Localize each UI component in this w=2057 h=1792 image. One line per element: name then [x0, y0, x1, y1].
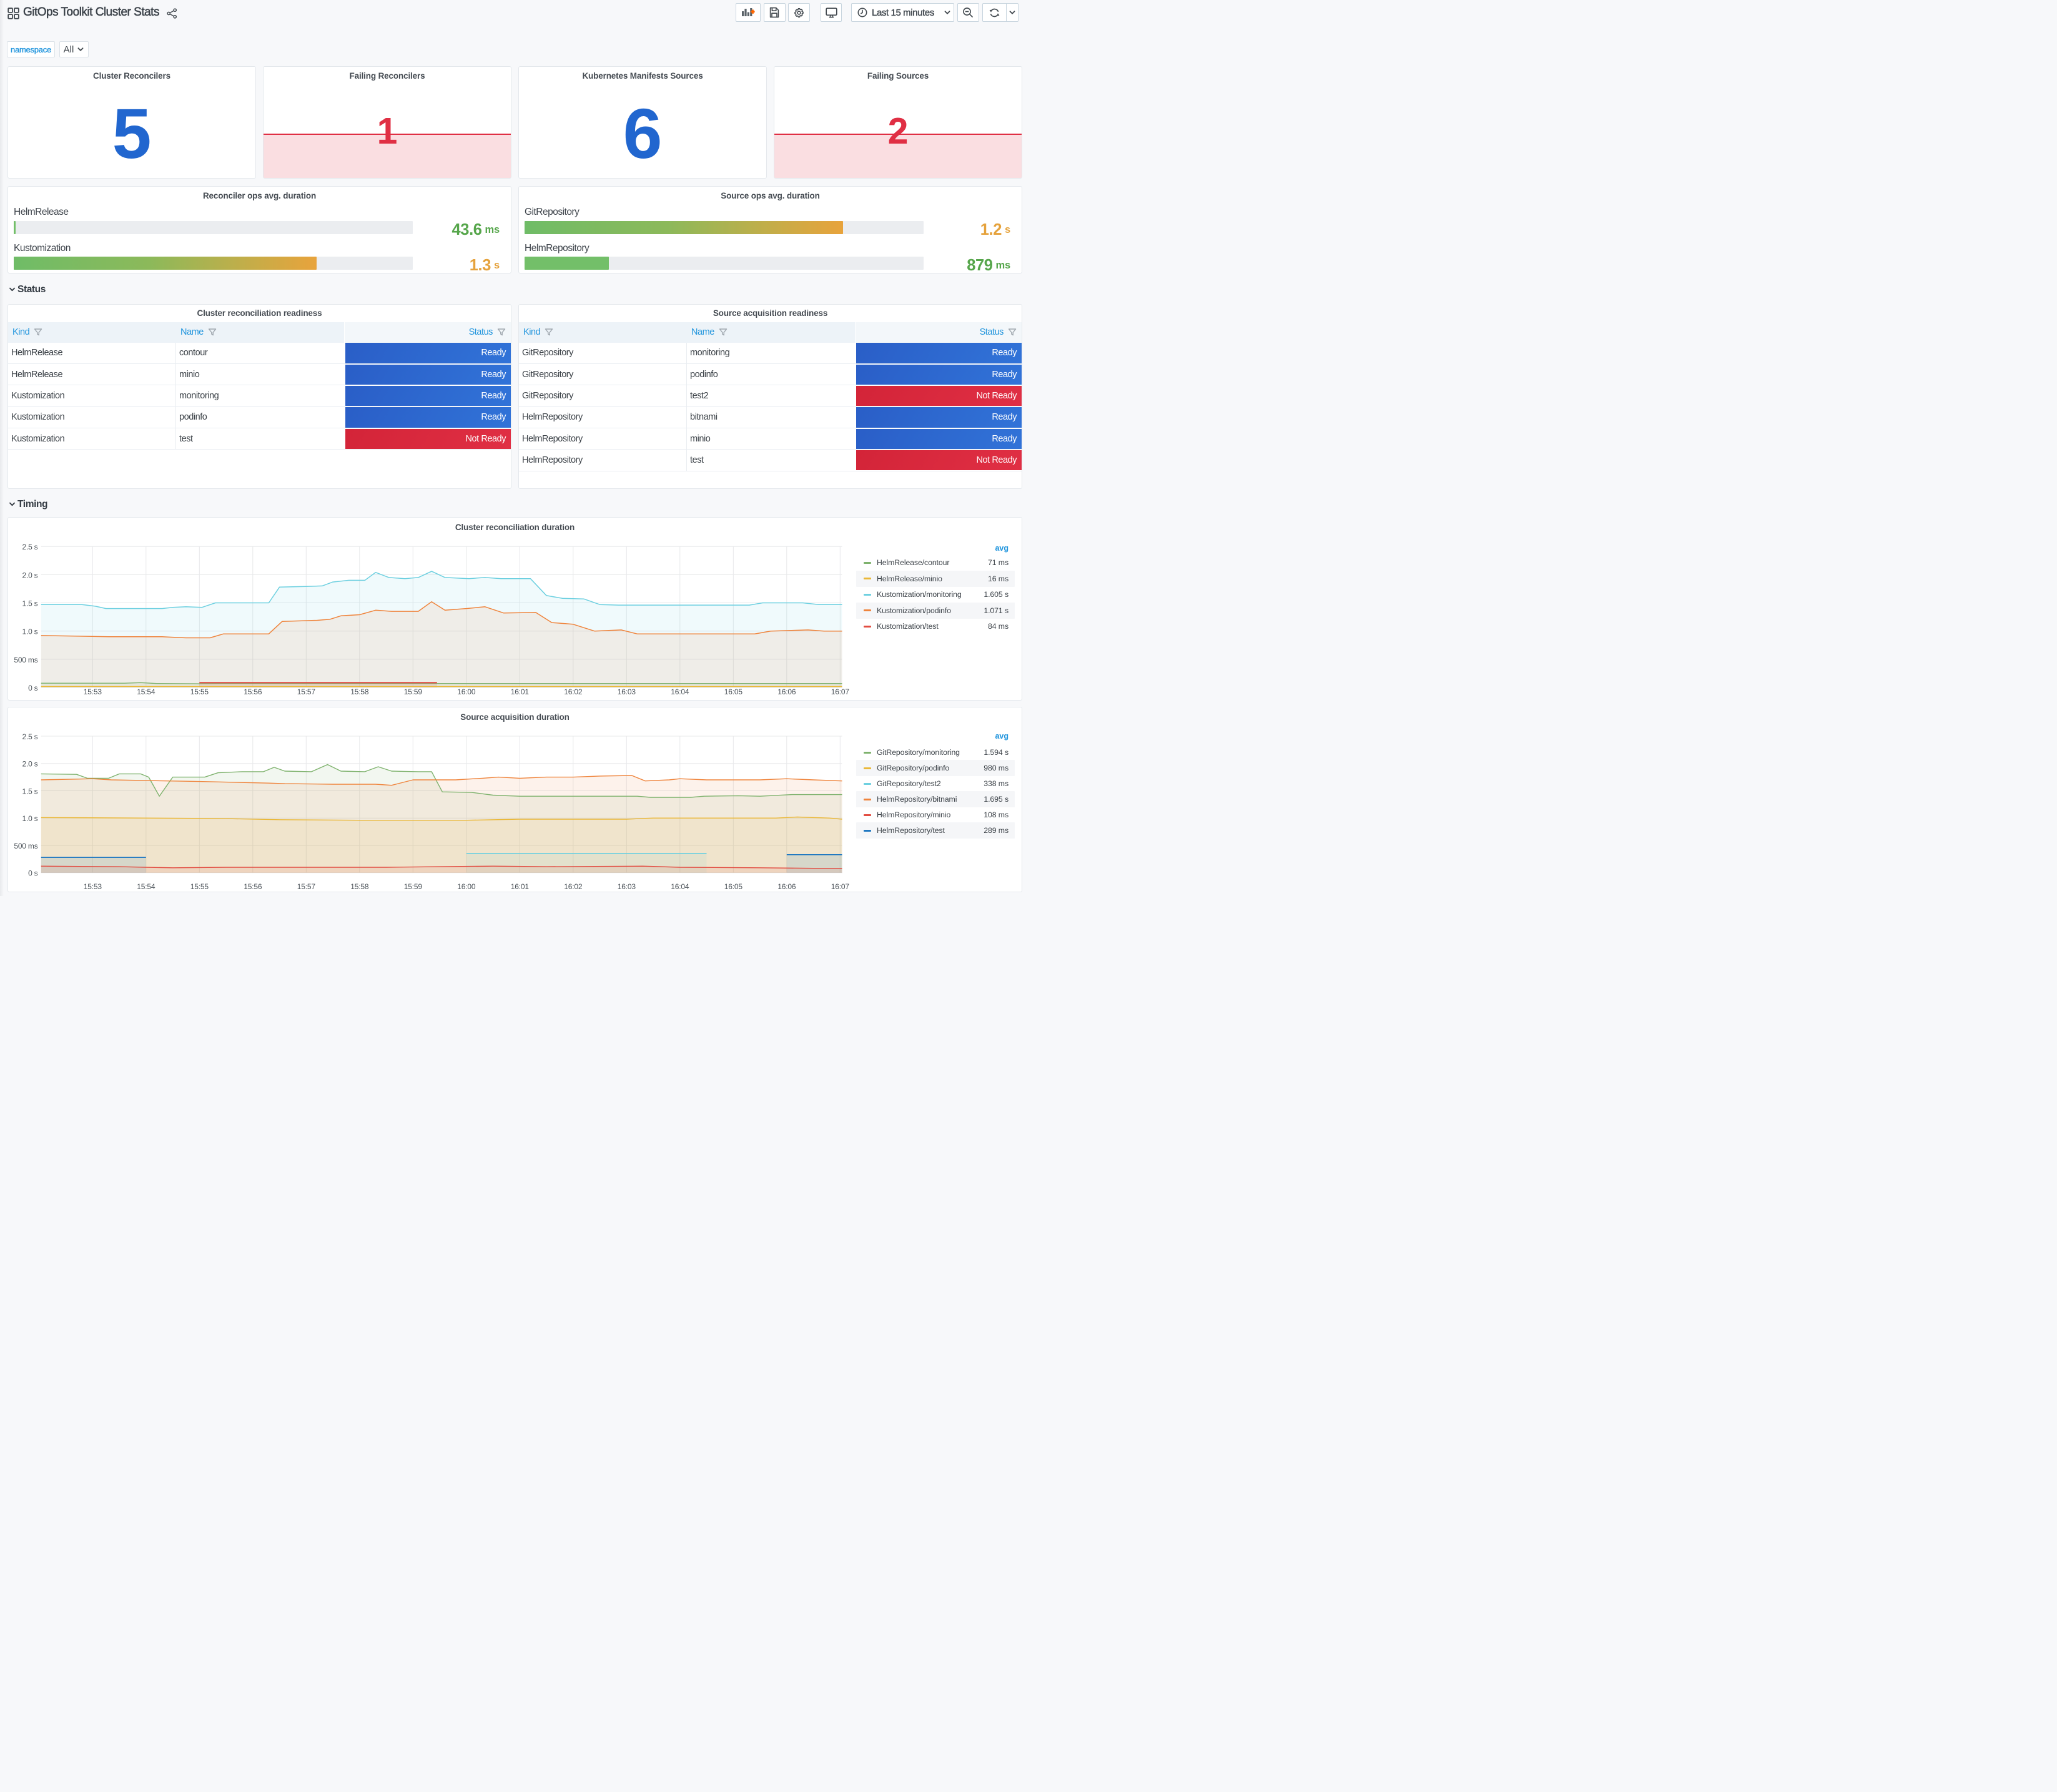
- svg-text:16:04: 16:04: [671, 882, 689, 891]
- svg-text:16:05: 16:05: [724, 882, 743, 891]
- svg-text:16:03: 16:03: [618, 882, 636, 891]
- svg-text:15:59: 15:59: [404, 687, 423, 696]
- svg-text:15:59: 15:59: [404, 882, 423, 891]
- svg-text:2.0 s: 2.0 s: [22, 760, 37, 769]
- svg-text:15:53: 15:53: [84, 882, 102, 891]
- svg-text:16:00: 16:00: [457, 687, 476, 696]
- svg-text:15:57: 15:57: [297, 882, 316, 891]
- svg-text:15:56: 15:56: [244, 687, 262, 696]
- svg-text:2.5 s: 2.5 s: [22, 543, 37, 551]
- svg-text:15:54: 15:54: [137, 882, 155, 891]
- svg-text:16:06: 16:06: [777, 882, 796, 891]
- svg-text:16:01: 16:01: [511, 687, 530, 696]
- svg-text:1.0 s: 1.0 s: [22, 814, 37, 823]
- svg-text:0 s: 0 s: [28, 869, 38, 878]
- svg-text:16:07: 16:07: [831, 882, 850, 891]
- svg-text:16:06: 16:06: [777, 687, 796, 696]
- svg-text:16:03: 16:03: [618, 687, 636, 696]
- svg-text:15:55: 15:55: [190, 882, 209, 891]
- svg-text:1.5 s: 1.5 s: [22, 787, 37, 796]
- svg-text:16:01: 16:01: [511, 882, 530, 891]
- svg-text:16:05: 16:05: [724, 687, 743, 696]
- svg-text:0 s: 0 s: [28, 684, 38, 692]
- svg-text:16:00: 16:00: [457, 882, 476, 891]
- svg-text:16:02: 16:02: [564, 687, 583, 696]
- svg-text:15:55: 15:55: [190, 687, 209, 696]
- svg-text:15:54: 15:54: [137, 687, 155, 696]
- svg-text:2.5 s: 2.5 s: [22, 732, 37, 741]
- svg-text:15:53: 15:53: [84, 687, 102, 696]
- svg-text:16:04: 16:04: [671, 687, 689, 696]
- svg-text:500 ms: 500 ms: [14, 656, 37, 664]
- svg-text:16:07: 16:07: [831, 687, 850, 696]
- svg-text:2.0 s: 2.0 s: [22, 571, 37, 579]
- svg-text:15:56: 15:56: [244, 882, 262, 891]
- svg-text:1.5 s: 1.5 s: [22, 599, 37, 608]
- svg-text:1.0 s: 1.0 s: [22, 628, 37, 636]
- svg-text:15:58: 15:58: [350, 882, 369, 891]
- svg-text:16:02: 16:02: [564, 882, 583, 891]
- svg-text:500 ms: 500 ms: [14, 842, 37, 850]
- svg-text:15:58: 15:58: [350, 687, 369, 696]
- svg-text:15:57: 15:57: [297, 687, 316, 696]
